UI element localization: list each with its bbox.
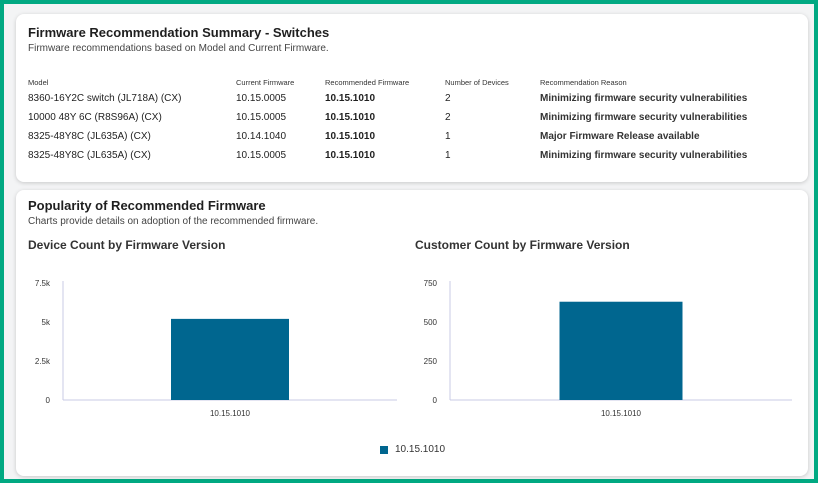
column-header-recommended-firmware[interactable]: Recommended Firmware: [325, 78, 410, 87]
column-header-current-firmware[interactable]: Current Firmware: [236, 78, 295, 87]
column-header-model[interactable]: Model: [28, 78, 49, 87]
y-tick-label: 0: [433, 396, 438, 405]
table-cell-device-count: 2: [445, 112, 451, 123]
table-cell-reason: Minimizing firmware security vulnerabili…: [540, 93, 748, 104]
table-cell-model: 8360-16Y2C switch (JL718A) (CX): [28, 93, 182, 104]
y-tick-label: 750: [424, 279, 438, 288]
customer-count-chart: 0 250 500 750 10.15.1010: [424, 279, 792, 418]
chart-legend: 10.15.1010: [380, 444, 445, 455]
firmware-summary-card: Firmware Recommendation Summary - Switch…: [16, 14, 808, 182]
popularity-title: Popularity of Recommended Firmware: [28, 198, 266, 213]
table-cell-model: 10000 48Y 6C (R8S96A) (CX): [28, 112, 162, 123]
table-cell-reason: Minimizing firmware security vulnerabili…: [540, 150, 748, 161]
table-cell-reason: Minimizing firmware security vulnerabili…: [540, 112, 748, 123]
y-tick-label: 2.5k: [35, 357, 51, 366]
column-header-number-of-devices[interactable]: Number of Devices: [445, 78, 509, 87]
table-cell-device-count: 1: [445, 131, 451, 142]
table-cell-recommended-firmware: 10.15.1010: [325, 150, 376, 161]
table-cell-current-firmware: 10.15.0005: [236, 112, 287, 123]
summary-title: Firmware Recommendation Summary - Switch…: [28, 25, 330, 40]
table-cell-recommended-firmware: 10.15.1010: [325, 131, 376, 142]
y-tick-label: 500: [424, 318, 438, 327]
x-tick-label: 10.15.1010: [601, 409, 642, 418]
bar[interactable]: [171, 318, 289, 400]
table-cell-recommended-firmware: 10.15.1010: [325, 93, 376, 104]
customer-count-chart-title: Customer Count by Firmware Version: [415, 238, 630, 252]
y-tick-label: 250: [424, 357, 438, 366]
table-cell-model: 8325-48Y8C (JL635A) (CX): [28, 150, 151, 161]
table-cell-current-firmware: 10.15.0005: [236, 93, 287, 104]
summary-subtitle: Firmware recommendations based on Model …: [28, 43, 329, 54]
table-cell-current-firmware: 10.14.1040: [236, 131, 287, 142]
device-count-chart: 0 2.5k 5k 7.5k 10.15.1010: [35, 279, 397, 418]
y-tick-label: 0: [46, 396, 51, 405]
legend-label: 10.15.1010: [395, 444, 446, 455]
legend-swatch: [380, 445, 388, 454]
device-count-chart-title: Device Count by Firmware Version: [28, 238, 226, 252]
table-cell-device-count: 1: [445, 150, 451, 161]
popularity-subtitle: Charts provide details on adoption of th…: [28, 216, 319, 227]
table-cell-device-count: 2: [445, 93, 451, 104]
firmware-popularity-card: Popularity of Recommended Firmware Chart…: [16, 190, 808, 476]
table-cell-model: 8325-48Y8C (JL635A) (CX): [28, 131, 151, 142]
y-tick-label: 7.5k: [35, 279, 51, 288]
table-cell-current-firmware: 10.15.0005: [236, 150, 287, 161]
bar[interactable]: [559, 301, 683, 400]
table-cell-reason: Major Firmware Release available: [540, 131, 700, 142]
column-header-recommendation-reason[interactable]: Recommendation Reason: [540, 78, 627, 87]
table-cell-recommended-firmware: 10.15.1010: [325, 112, 376, 123]
x-tick-label: 10.15.1010: [210, 409, 251, 418]
y-tick-label: 5k: [42, 318, 51, 327]
